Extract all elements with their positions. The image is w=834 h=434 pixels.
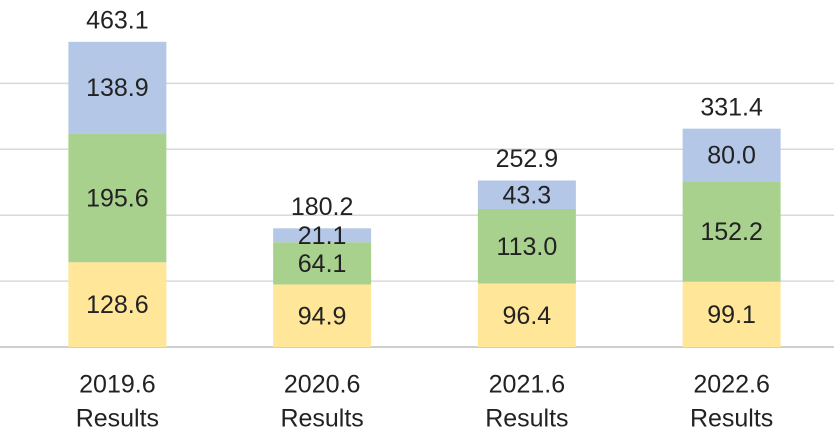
value-label: 64.1	[298, 250, 347, 278]
total-label: 252.9	[496, 145, 559, 173]
bar-segment	[273, 242, 372, 285]
value-label: 128.6	[86, 291, 149, 319]
bar-segment	[477, 180, 576, 210]
value-label: 43.3	[503, 181, 552, 209]
value-label: 99.1	[707, 301, 756, 329]
bar-segment	[273, 284, 372, 347]
bar-segment	[682, 181, 781, 282]
bar-segment	[68, 41, 167, 134]
bar-segment	[273, 228, 372, 243]
bar-segment	[682, 128, 781, 182]
bar-segment	[68, 262, 167, 347]
value-label: 94.9	[298, 302, 347, 330]
x-tick-label: Results	[280, 405, 363, 433]
bar-segment	[68, 133, 167, 263]
value-label: 138.9	[86, 74, 149, 102]
total-label: 331.4	[700, 93, 763, 121]
value-label: 96.4	[503, 302, 552, 330]
x-tick-label: 2021.6	[489, 371, 565, 399]
total-label: 180.2	[291, 193, 354, 221]
value-label: 80.0	[707, 142, 756, 170]
value-label: 113.0	[497, 233, 558, 261]
x-tick-label: 2022.6	[693, 371, 769, 399]
x-tick-label: Results	[690, 405, 773, 433]
x-tick-label: Results	[485, 405, 568, 433]
x-tick-label: Results	[76, 405, 159, 433]
x-tick-label: 2019.6	[79, 371, 155, 399]
bar-segment	[477, 209, 576, 284]
value-label: 195.6	[86, 184, 149, 212]
bar-segment	[477, 283, 576, 347]
bar-segment	[682, 281, 781, 347]
x-tick-label: 2020.6	[284, 371, 360, 399]
value-label: 21.1	[298, 222, 347, 250]
value-label: 152.2	[700, 218, 763, 246]
total-label: 463.1	[86, 6, 149, 34]
